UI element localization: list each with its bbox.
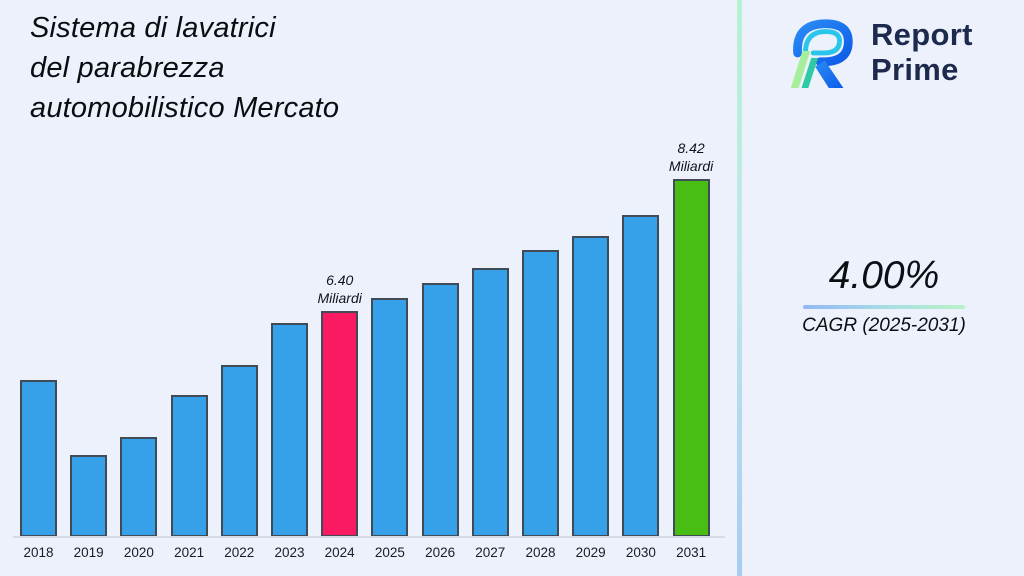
bar-column-2030 [622, 139, 660, 537]
bar-column-2020 [120, 139, 158, 537]
bar-2024 [321, 311, 359, 537]
bar-column-2028 [522, 139, 559, 537]
report-prime-logo-icon [790, 19, 853, 89]
bar-2031 [672, 179, 710, 537]
bar-2026 [421, 283, 459, 537]
bar-column-2025 [371, 139, 409, 537]
bar-2019 [70, 455, 108, 537]
x-axis-label-2026: 2026 [425, 545, 456, 560]
x-axis-label-2030: 2030 [625, 545, 656, 560]
chart-title-line2: del parabrezza [30, 52, 225, 84]
x-axis-label-2028: 2028 [525, 545, 556, 560]
bar-2028 [522, 250, 559, 537]
bar-2018 [20, 380, 57, 537]
x-axis-label-2023: 2023 [274, 545, 305, 560]
bar-2027 [471, 268, 509, 537]
x-axis-line [13, 536, 725, 538]
x-axis-label-2025: 2025 [374, 545, 405, 560]
brand-name: Report Prime [871, 17, 973, 87]
bar-2023 [271, 323, 308, 537]
bar-column-2024: 6.40 Miliardi [318, 139, 362, 537]
bar-column-2029 [572, 139, 610, 537]
brand-name-line1: Report [871, 17, 973, 52]
x-axis-label-2031: 2031 [676, 545, 707, 560]
bar-2020 [120, 437, 158, 537]
bar-2025 [371, 298, 409, 537]
chart-title-line1: Sistema di lavatrici [30, 12, 276, 44]
brand-name-line2: Prime [871, 52, 959, 87]
x-axis-label-2020: 2020 [123, 545, 154, 560]
bar-column-2027 [471, 139, 509, 537]
bar-value-label-2031: 8.42 Miliardi [668, 140, 714, 174]
cagr-value: 4.00% [828, 254, 940, 297]
cagr-label: CAGR (2025-2031) [802, 315, 966, 336]
x-axis-label-2024: 2024 [324, 545, 355, 560]
bar-2022 [220, 365, 258, 537]
x-axis-label-2019: 2019 [73, 545, 104, 560]
brand-logo: Report Prime [783, 10, 973, 94]
chart-title-line3: automobilistico Mercato [30, 92, 340, 124]
bar-2030 [622, 215, 660, 537]
x-axis-label-2021: 2021 [174, 545, 205, 560]
x-axis-label-2027: 2027 [475, 545, 506, 560]
x-axis-label-2018: 2018 [23, 545, 54, 560]
bar-column-2022 [220, 139, 258, 537]
x-axis-label-2022: 2022 [224, 545, 255, 560]
bar-column-2026 [421, 139, 459, 537]
bar-column-2018 [20, 139, 57, 537]
cagr-panel: 4.00% CAGR (2025-2031) [800, 254, 968, 337]
bar-value-label-2024: 6.40 Miliardi [317, 272, 362, 306]
bar-2021 [170, 395, 208, 537]
bar-column-2019 [70, 139, 108, 537]
bar-chart: 6.40 Miliardi 8.42 Miliardi [0, 139, 737, 537]
bar-column-2021 [170, 139, 208, 537]
x-axis-label-2029: 2029 [575, 545, 606, 560]
chart-title: Sistema di lavatrici del parabrezza auto… [30, 8, 339, 128]
bar-column-2031: 8.42 Miliardi [669, 139, 713, 537]
cagr-underline [803, 305, 965, 309]
bar-2029 [572, 236, 610, 537]
bar-column-2023 [271, 139, 308, 537]
panel-divider [737, 0, 742, 576]
